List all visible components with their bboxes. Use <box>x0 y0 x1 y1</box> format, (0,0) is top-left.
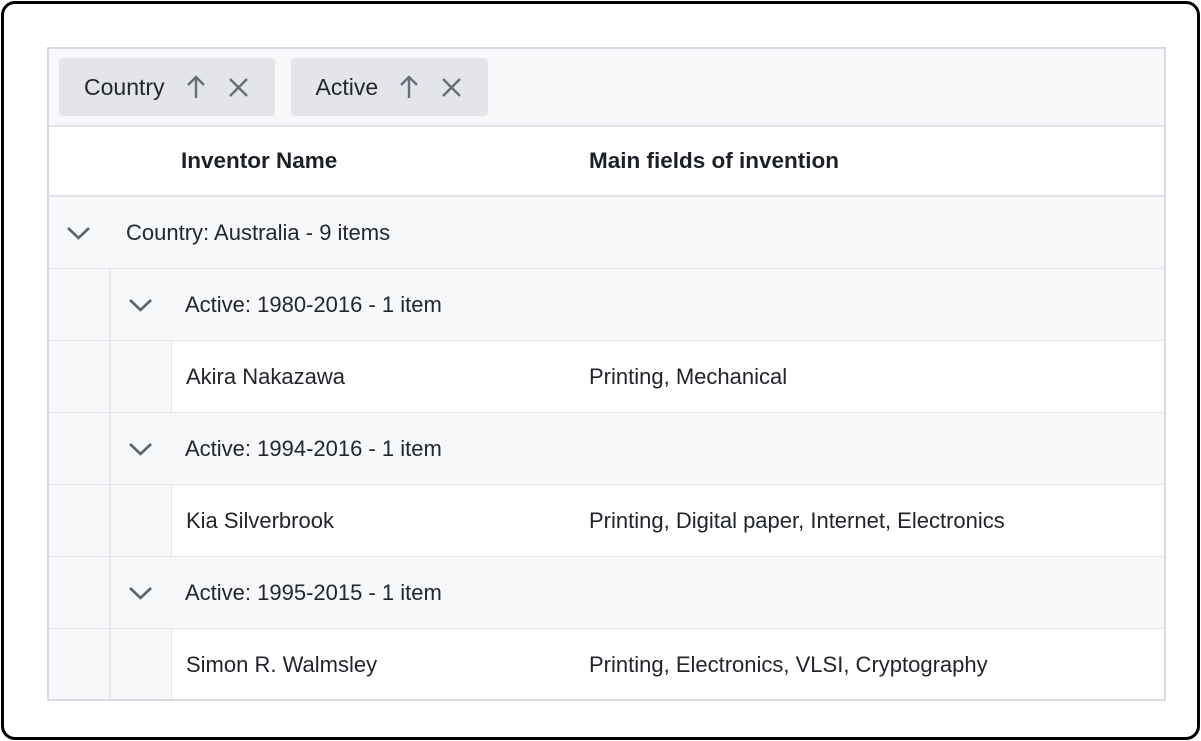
chevron-down-icon[interactable] <box>128 442 153 456</box>
chevron-down-icon[interactable] <box>128 298 153 312</box>
table-row[interactable]: Simon R. Walmsley Printing, Electronics,… <box>49 629 1164 699</box>
group-chip-active[interactable]: Active <box>290 58 489 116</box>
cell-main-fields: Printing, Digital paper, Internet, Elect… <box>589 507 1005 533</box>
group-row-label: Active: 1995-2015 - 1 item <box>185 579 442 605</box>
header-row: Inventor Name Main fields of invention <box>49 127 1164 197</box>
cell-main-fields: Printing, Mechanical <box>589 363 788 389</box>
chevron-down-icon[interactable] <box>66 226 91 240</box>
close-icon[interactable] <box>227 76 250 99</box>
column-header-inventor-name[interactable]: Inventor Name <box>181 148 338 173</box>
group-row-active-1995-2015[interactable]: Active: 1995-2015 - 1 item <box>49 557 1164 629</box>
rows-viewport: Country: Australia - 9 items Active: 198… <box>49 197 1164 699</box>
row-background <box>171 341 1164 412</box>
group-row-label: Active: 1980-2016 - 1 item <box>185 291 442 317</box>
group-row-label: Active: 1994-2016 - 1 item <box>185 435 442 461</box>
group-row-active-1994-2016[interactable]: Active: 1994-2016 - 1 item <box>49 413 1164 485</box>
table-row[interactable]: Akira Nakazawa Printing, Mechanical <box>49 341 1164 413</box>
close-icon[interactable] <box>440 76 463 99</box>
chip-label: Country <box>84 73 165 100</box>
group-row-active-1980-2016[interactable]: Active: 1980-2016 - 1 item <box>49 269 1164 341</box>
cell-main-fields: Printing, Electronics, VLSI, Cryptograph… <box>589 651 988 677</box>
arrow-up-icon[interactable] <box>184 74 208 100</box>
cell-inventor-name: Simon R. Walmsley <box>186 651 378 677</box>
chip-label: Active <box>315 73 379 100</box>
group-chip-country[interactable]: Country <box>59 58 275 116</box>
chevron-down-icon[interactable] <box>128 586 153 600</box>
row-background <box>171 629 1164 699</box>
data-grid: Country Active <box>47 47 1166 701</box>
table-row[interactable]: Kia Silverbrook Printing, Digital paper,… <box>49 485 1164 557</box>
cell-inventor-name: Kia Silverbrook <box>186 507 334 533</box>
cell-inventor-name: Akira Nakazawa <box>186 363 345 389</box>
column-header-main-fields[interactable]: Main fields of invention <box>589 148 840 173</box>
row-group-panel: Country Active <box>49 49 1164 127</box>
group-row-label: Country: Australia - 9 items <box>126 219 391 245</box>
arrow-up-icon[interactable] <box>397 74 421 100</box>
indent-guide-line <box>109 269 111 699</box>
group-row-country-australia[interactable]: Country: Australia - 9 items <box>49 197 1164 269</box>
row-background <box>171 485 1164 556</box>
